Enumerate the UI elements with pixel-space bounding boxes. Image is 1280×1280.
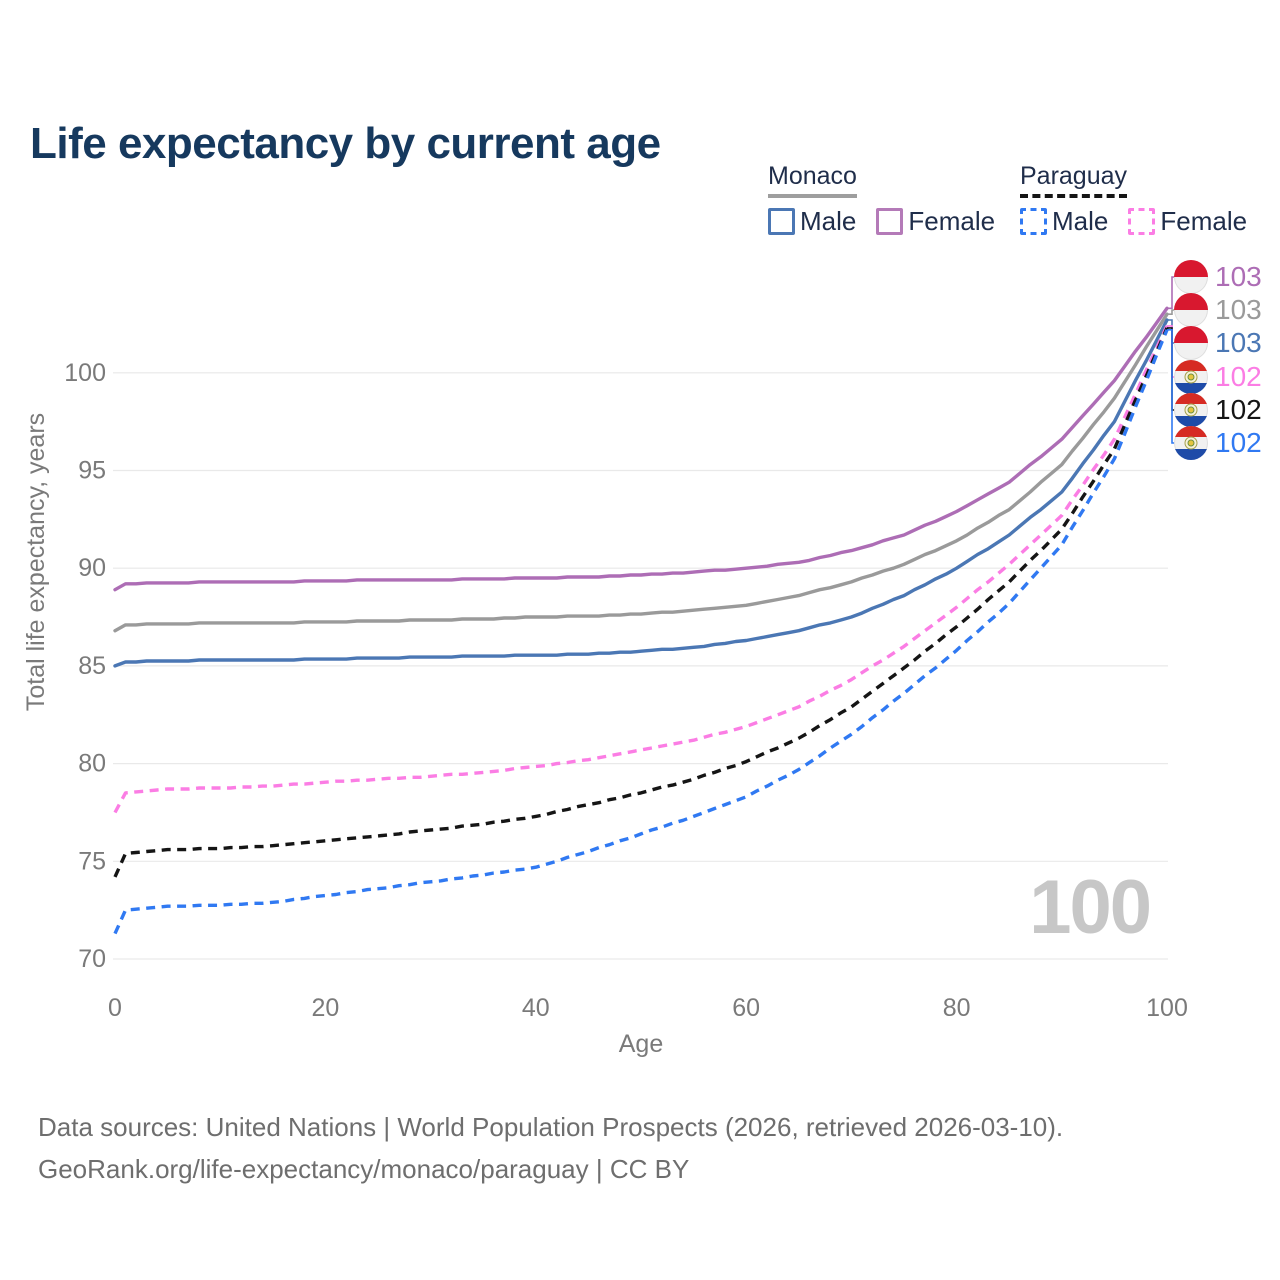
end-value-label: 103 — [1215, 261, 1262, 292]
paraguay-emblem-icon — [1184, 436, 1198, 450]
y-tick-label-80: 80 — [78, 750, 106, 778]
legend-swatch-paraguay-female[interactable] — [1128, 208, 1156, 235]
end-value-label: 102 — [1215, 394, 1262, 425]
monaco-flag-icon — [1174, 326, 1208, 360]
series-line-monaco-female[interactable] — [113, 306, 1169, 592]
source-link-line: GeoRank.org/life-expectancy/monaco/parag… — [38, 1154, 690, 1184]
age-watermark: 100 — [1029, 865, 1152, 950]
legend-country-paraguay[interactable]: Paraguay — [1020, 162, 1128, 198]
end-value-label: 102 — [1215, 361, 1262, 392]
x-tick-label-20: 20 — [311, 994, 339, 1022]
y-tick-label-70: 70 — [78, 945, 106, 973]
legend-label-monaco-male: Male — [800, 206, 857, 236]
end-value-label: 103 — [1215, 294, 1262, 325]
paraguay-emblem-icon — [1184, 403, 1198, 417]
paraguay-flag-icon — [1174, 360, 1208, 394]
end-label-row-paraguay-female: 102 — [1174, 360, 1262, 394]
legend-group-paraguay: Paraguay Male Female — [1020, 162, 1267, 237]
data-source-note: Data sources: United Nations | World Pop… — [38, 1106, 1063, 1190]
legend-label-paraguay-male: Male — [1052, 206, 1109, 236]
monaco-flag-icon — [1174, 260, 1208, 294]
end-label-row-monaco-female: 103 — [1174, 260, 1262, 294]
paraguay-emblem-icon — [1184, 370, 1198, 384]
paraguay-flag-icon — [1174, 426, 1208, 460]
end-label-row-paraguay-both: 102 — [1174, 393, 1262, 427]
series-line-paraguay-male[interactable] — [113, 329, 1169, 935]
y-tick-label-95: 95 — [78, 457, 106, 485]
paraguay-flag-icon — [1174, 393, 1208, 427]
end-label-row-monaco-both: 103 — [1174, 293, 1262, 327]
legend-country-monaco[interactable]: Monaco — [768, 162, 857, 198]
end-label-row-paraguay-male: 102 — [1174, 426, 1262, 460]
y-axis-title: Total life expectancy, years — [22, 413, 50, 711]
series-line-paraguay-female[interactable] — [113, 325, 1169, 814]
x-tick-label-100: 100 — [1146, 994, 1188, 1022]
end-label-row-monaco-male: 103 — [1174, 326, 1262, 360]
legend-group-monaco: Monaco Male Female — [768, 162, 1015, 237]
series-line-monaco-male[interactable] — [113, 318, 1169, 668]
legend-swatch-monaco-female[interactable] — [876, 208, 904, 235]
x-tick-label-60: 60 — [732, 994, 760, 1022]
legend-label-paraguay-female: Female — [1160, 206, 1248, 236]
legend-swatch-monaco-male[interactable] — [768, 208, 795, 235]
x-axis-title: Age — [619, 1030, 663, 1058]
source-line: Data sources: United Nations | World Pop… — [38, 1112, 1064, 1142]
monaco-flag-icon — [1174, 293, 1208, 327]
end-value-label: 103 — [1215, 327, 1262, 358]
series-line-monaco-both[interactable] — [113, 312, 1169, 633]
legend-label-monaco-female: Female — [908, 206, 996, 236]
series-line-paraguay-both[interactable] — [113, 327, 1169, 878]
x-tick-label-0: 0 — [108, 994, 122, 1022]
page-title: Life expectancy by current age — [30, 119, 661, 169]
end-value-label: 102 — [1215, 427, 1262, 458]
y-tick-label-100: 100 — [64, 359, 106, 387]
legend-swatch-paraguay-male[interactable] — [1020, 208, 1047, 235]
y-tick-label-85: 85 — [78, 652, 106, 680]
y-tick-label-75: 75 — [78, 847, 106, 875]
x-tick-label-80: 80 — [943, 994, 971, 1022]
x-tick-label-40: 40 — [522, 994, 550, 1022]
y-tick-label-90: 90 — [78, 554, 106, 582]
